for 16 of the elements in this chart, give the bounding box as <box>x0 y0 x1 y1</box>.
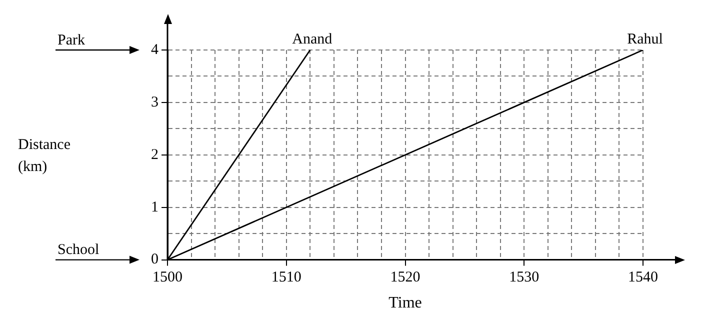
y-tick-label: 4 <box>151 42 159 58</box>
x-tick-label: 1530 <box>509 270 540 286</box>
y-tick-label: 1 <box>151 199 158 216</box>
x-tick-label: 1520 <box>390 270 420 286</box>
y-tick-label: 3 <box>151 94 158 110</box>
text: School <box>58 242 100 258</box>
text: Park <box>58 32 86 48</box>
x-axis-title: Time <box>388 294 422 312</box>
text: Distance (km) <box>18 136 71 175</box>
series-label: Rahul <box>627 31 663 48</box>
x-tick-label: 1540 <box>628 270 658 286</box>
series-label: Anand <box>292 31 333 48</box>
y-tick-label: 2 <box>151 146 158 163</box>
x-tick-label: 1500 <box>152 270 182 286</box>
x-tick-label: 1510 <box>271 270 302 286</box>
y-tick-label: 0 <box>151 252 158 268</box>
